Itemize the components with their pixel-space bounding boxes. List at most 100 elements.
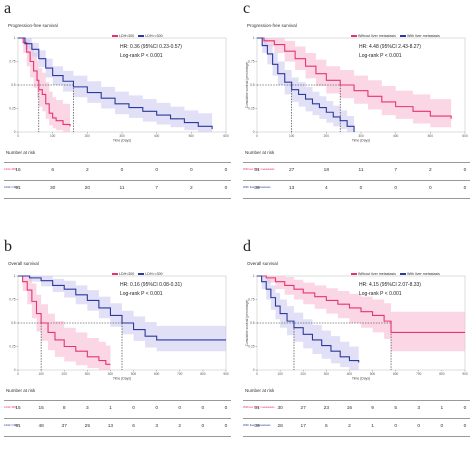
risk-count: 0 xyxy=(463,168,467,173)
confidence-band xyxy=(257,38,355,132)
stat-annotation: Log-rank P < 0.001 xyxy=(120,53,163,59)
risk-count: 0 xyxy=(132,406,135,411)
x-axis-label: Time (Days) xyxy=(113,139,131,143)
risk-table-row: LDH>=300 51 30 20 11 7 2 0 xyxy=(4,185,231,194)
risk-count: 3 xyxy=(85,406,89,411)
x-tick-label: 200 xyxy=(324,134,330,138)
risk-count: 5 xyxy=(394,406,397,411)
risk-table-rule xyxy=(243,400,470,401)
y-tick-label: 1 xyxy=(253,274,255,278)
x-tick-label: 100 xyxy=(38,372,44,376)
risk-table-row: LDH>=300 51 48 37 25 13 6 3 2 0 0 xyxy=(4,423,231,432)
x-tick-label: 0 xyxy=(256,372,258,376)
x-tick-label: 700 xyxy=(416,372,422,376)
risk-count: 1 xyxy=(440,406,444,411)
legend-swatch xyxy=(138,273,145,275)
risk-count: 51 xyxy=(15,186,21,191)
risk-count: 0 xyxy=(394,424,397,429)
risk-count: 31 xyxy=(254,168,260,173)
legend-item: LDH>=300 xyxy=(138,272,163,276)
y-tick-label: 0 xyxy=(253,130,255,134)
risk-count: 0 xyxy=(155,406,158,411)
risk-count: 25 xyxy=(84,424,90,429)
risk-count: 0 xyxy=(463,186,467,191)
risk-count: 36 xyxy=(254,186,260,191)
risk-table-row: With liver metastasis 36 28 17 6 2 1 0 0 0 0 xyxy=(243,423,470,432)
risk-count: 7 xyxy=(394,168,397,173)
risk-count: 2 xyxy=(348,424,351,429)
legend-item: Without liver metastasis xyxy=(351,34,396,38)
risk-count: 18 xyxy=(323,168,329,173)
x-tick-label: 400 xyxy=(108,372,114,376)
risk-count: 0 xyxy=(178,406,182,411)
survival-curve xyxy=(257,275,465,333)
stat-annotation: Log-rank P < 0.001 xyxy=(359,53,402,59)
x-axis-label: Time (Days) xyxy=(352,377,370,381)
x-tick-label: 200 xyxy=(62,372,68,376)
km-plot: 0 0.25 0.5 0.75 1 0 100 200 300 400 500 600 Time (Da… xyxy=(245,36,468,142)
risk-table-rule xyxy=(243,436,470,437)
risk-count: 3 xyxy=(417,406,421,411)
y-tick-label: 0.75 xyxy=(248,298,254,302)
risk-table-rule xyxy=(4,418,231,419)
y-tick-label: 0.25 xyxy=(248,107,254,111)
risk-count: 28 xyxy=(277,424,283,429)
panel-letter: b xyxy=(4,238,12,255)
x-tick-label: 500 xyxy=(428,134,434,138)
x-tick-label: 900 xyxy=(223,372,229,376)
stat-annotation: HR: 0.16 (95%CI 0.08-0.31) xyxy=(120,282,182,288)
legend-swatch xyxy=(112,35,118,37)
legend-swatch xyxy=(399,35,406,37)
y-tick-label: 1 xyxy=(14,36,16,40)
risk-table-title: Number at risk xyxy=(245,150,275,155)
survival-curve xyxy=(18,275,226,341)
risk-count: 1 xyxy=(109,406,112,411)
risk-table-rule xyxy=(4,436,231,437)
risk-count: 36 xyxy=(254,424,260,429)
survival-curve xyxy=(257,37,452,119)
legend-item: LDH<300 xyxy=(112,272,134,276)
stat-annotation: Log-rank P < 0.001 xyxy=(120,291,163,297)
risk-table-title: Number at risk xyxy=(245,388,275,393)
x-tick-label: 600 xyxy=(462,134,468,138)
risk-table-title: Number at risk xyxy=(6,150,36,155)
risk-count: 2 xyxy=(85,168,89,173)
risk-count: 6 xyxy=(51,168,54,173)
y-tick-label: 1 xyxy=(253,36,255,40)
risk-count: 8 xyxy=(62,406,66,411)
stat-annotation: HR: 4.15 (95%CI 2.07-8.33) xyxy=(359,282,421,288)
y-tick-label: 0.5 xyxy=(11,321,16,325)
legend-label: With liver metastasis xyxy=(406,272,440,276)
x-tick-label: 200 xyxy=(301,372,307,376)
risk-table-row: With liver metastasis 36 13 4 0 0 0 0 xyxy=(243,185,470,194)
risk-count: 11 xyxy=(119,186,125,191)
risk-count: 30 xyxy=(49,186,56,191)
y-tick-label: 0.5 xyxy=(250,321,255,325)
y-tick-label: 0.75 xyxy=(9,298,15,302)
risk-count: 0 xyxy=(463,406,467,411)
legend: Without liver metastasis With liver metas… xyxy=(351,34,440,38)
risk-count: 4 xyxy=(324,186,328,191)
plot-title: Overall survival xyxy=(247,261,278,266)
legend: LDH<300 LDH>=300 xyxy=(112,34,163,38)
risk-count: 0 xyxy=(224,424,228,429)
km-plot: 0 0.25 0.5 0.75 1 0 100 200 300 400 500 600 Time (Da… xyxy=(9,36,229,143)
legend-label: LDH>=300 xyxy=(145,272,163,276)
risk-count: 0 xyxy=(463,424,467,429)
x-tick-label: 300 xyxy=(119,134,125,138)
risk-count: 6 xyxy=(324,424,328,429)
risk-count: 11 xyxy=(358,168,364,173)
risk-count: 9 xyxy=(371,406,374,411)
risk-count: 0 xyxy=(155,168,158,173)
confidence-band xyxy=(257,276,359,370)
panel-letter: c xyxy=(243,0,251,17)
risk-count: 0 xyxy=(201,424,205,429)
risk-row-label: Without liver metastasis xyxy=(243,405,275,409)
risk-count: 27 xyxy=(288,168,295,173)
risk-count: 6 xyxy=(132,424,135,429)
y-tick-label: 0.75 xyxy=(248,60,254,64)
risk-table-rule xyxy=(243,418,470,419)
risk-table-row: LDH<300 16 6 2 0 0 0 0 xyxy=(4,167,231,176)
km-plot: 0 0.25 0.5 0.75 1 0 100 200 300 400 500 600 700 800 90… xyxy=(245,274,468,381)
risk-table-row: LDH<300 15 15 8 3 1 0 0 0 0 0 xyxy=(4,405,231,414)
